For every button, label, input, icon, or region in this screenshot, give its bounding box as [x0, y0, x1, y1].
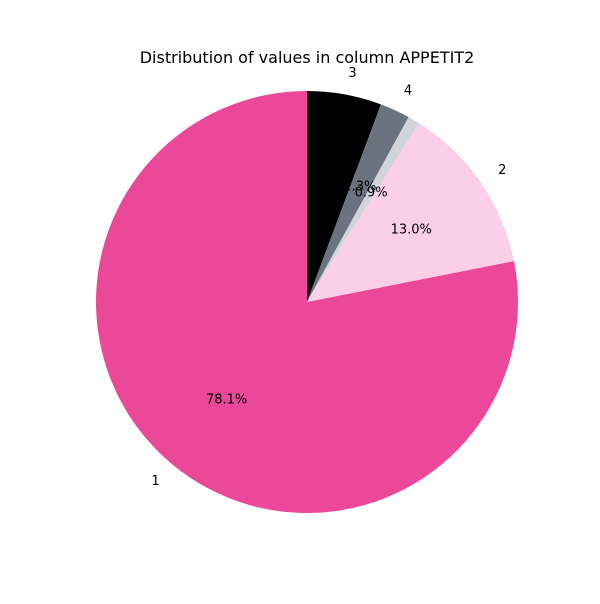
pie-slices [96, 91, 518, 513]
slice-label-4: 2 [498, 163, 506, 178]
slice-percent-3: 0.9% [355, 185, 388, 200]
slice-percent-1: 5.7% [313, 170, 346, 185]
pie-labels: 3 5.7% 4 2.3%0.9% 2 13.0% 1 78.1% [151, 66, 506, 489]
slice-label-2: 4 [404, 84, 412, 99]
pie-slice-2 [307, 104, 409, 303]
pie-slice-5 [96, 91, 518, 513]
pie-slice-3 [307, 117, 419, 302]
slice-percent-5: 78.1% [206, 392, 247, 407]
slice-percent-4: 13.0% [391, 223, 432, 238]
slice-percent-2: 2.3% [343, 179, 376, 194]
pie-slice-1 [307, 91, 381, 302]
slice-label-1: 3 [348, 66, 356, 81]
pie-slice-4 [307, 123, 515, 302]
chart-title: Distribution of values in column APPETIT… [140, 48, 475, 67]
slice-label-5: 1 [151, 474, 159, 489]
